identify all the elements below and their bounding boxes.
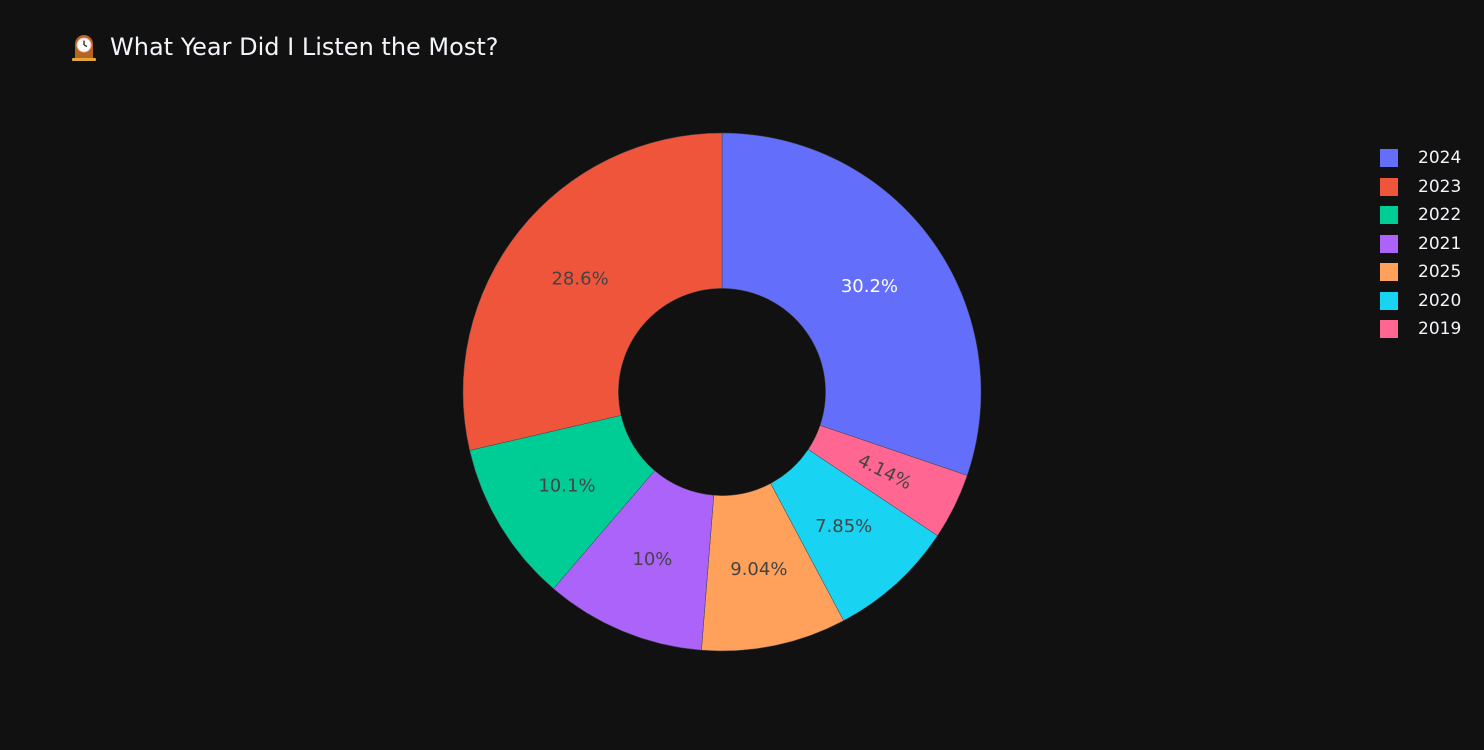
legend-label-2022: 2022 bbox=[1418, 205, 1462, 226]
slice-2021[interactable] bbox=[553, 470, 715, 651]
slice-2022[interactable] bbox=[469, 415, 655, 590]
legend-swatch-2020 bbox=[1380, 291, 1398, 310]
legend-item-2022[interactable]: 2022 bbox=[1380, 201, 1461, 230]
slice-label-2022: 10.1% bbox=[538, 475, 595, 496]
legend-item-2025[interactable]: 2025 bbox=[1380, 258, 1461, 287]
legend-label-2024: 2024 bbox=[1418, 148, 1462, 169]
legend-swatch-2025 bbox=[1380, 263, 1398, 282]
legend-item-2021[interactable]: 2021 bbox=[1380, 230, 1461, 259]
legend-label-2023: 2023 bbox=[1418, 176, 1462, 197]
legend-swatch-2021 bbox=[1380, 234, 1398, 253]
chart-title: What Year Did I Listen the Most? bbox=[110, 33, 499, 61]
legend-swatch-2023 bbox=[1380, 177, 1398, 196]
slice-label-2023: 28.6% bbox=[551, 269, 608, 290]
slice-label-2020: 7.85% bbox=[815, 516, 872, 537]
legend-label-2019: 2019 bbox=[1418, 319, 1462, 340]
legend-item-2019[interactable]: 2019 bbox=[1380, 315, 1461, 344]
legend-item-2023[interactable]: 2023 bbox=[1380, 173, 1461, 202]
slice-label-2024: 30.2% bbox=[841, 276, 898, 297]
slice-label-2025: 9.04% bbox=[730, 559, 787, 580]
legend-label-2021: 2021 bbox=[1418, 233, 1462, 254]
legend: 2024 2023 2022 2021 2025 2020 2019 bbox=[1380, 144, 1461, 344]
legend-swatch-2024 bbox=[1380, 149, 1398, 168]
legend-item-2020[interactable]: 2020 bbox=[1380, 287, 1461, 316]
legend-item-2024[interactable]: 2024 bbox=[1380, 144, 1461, 173]
legend-swatch-2019 bbox=[1380, 320, 1398, 339]
slice-2023[interactable] bbox=[462, 132, 723, 451]
chart-title-row: What Year Did I Listen the Most? bbox=[70, 32, 498, 62]
slice-label-2021: 10% bbox=[632, 549, 672, 570]
mantel-clock-icon bbox=[72, 35, 96, 61]
slice-2024[interactable] bbox=[721, 132, 982, 476]
legend-label-2025: 2025 bbox=[1418, 262, 1462, 283]
legend-label-2020: 2020 bbox=[1418, 290, 1462, 311]
legend-swatch-2022 bbox=[1380, 206, 1398, 225]
